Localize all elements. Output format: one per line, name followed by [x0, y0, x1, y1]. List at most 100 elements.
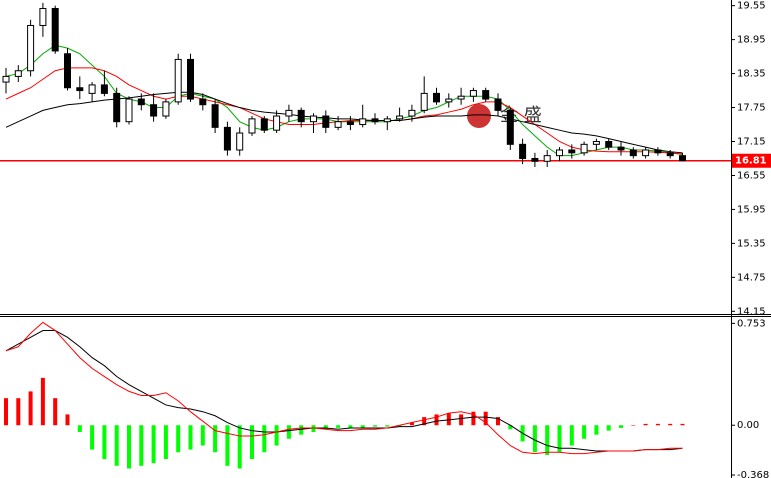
- price-label-box: [732, 153, 771, 168]
- candle-body: [654, 149, 662, 154]
- histogram-bar: [237, 425, 242, 469]
- histogram-bar: [213, 425, 218, 453]
- histogram-bar: [655, 423, 660, 426]
- y-tick-label: -0.368: [737, 470, 769, 478]
- histogram-bar: [299, 425, 304, 435]
- candle-body: [371, 118, 379, 123]
- candle-body: [629, 149, 637, 157]
- histogram-bar: [250, 425, 254, 460]
- candle-body: [445, 98, 453, 103]
- candle-body: [519, 143, 527, 159]
- histogram-bar: [139, 425, 144, 466]
- candle-body: [297, 109, 305, 123]
- candle-body: [642, 149, 650, 157]
- histogram-bar: [668, 423, 673, 426]
- candle-body: [125, 98, 133, 123]
- candle-body: [617, 146, 625, 151]
- candle-body: [506, 109, 514, 145]
- histogram-bar: [348, 425, 353, 428]
- y-tick-label: 15.35: [737, 238, 766, 249]
- indicator-line: [5, 91, 683, 154]
- candle-body: [174, 58, 182, 103]
- histogram-bar: [619, 425, 623, 428]
- candle-body: [187, 58, 194, 100]
- histogram-bar: [336, 425, 341, 428]
- histogram-bar: [397, 425, 402, 427]
- candle-body: [383, 118, 391, 123]
- candle-body: [162, 101, 170, 117]
- candle-body: [273, 115, 281, 131]
- histogram-bar: [77, 425, 82, 432]
- histogram-bar: [114, 425, 119, 466]
- y-tick-label: 0.00: [737, 420, 759, 431]
- histogram-bar: [225, 425, 230, 466]
- candle-body: [580, 143, 588, 154]
- candle-body: [39, 7, 47, 26]
- candle-body: [14, 70, 22, 77]
- candle-body: [556, 149, 563, 157]
- candle-body: [396, 115, 404, 120]
- candle-body: [248, 118, 256, 134]
- histogram-bar: [532, 425, 537, 453]
- histogram-bar: [569, 425, 574, 446]
- histogram-bar: [557, 425, 562, 453]
- price-label: 16.81: [735, 156, 767, 167]
- histogram-bar: [385, 425, 390, 427]
- histogram-bar: [631, 425, 636, 426]
- histogram-bar: [496, 417, 500, 426]
- histogram-bar: [508, 425, 513, 430]
- candle-body: [76, 87, 84, 92]
- histogram-bar: [483, 411, 488, 426]
- histogram-bar: [262, 425, 267, 453]
- logo: [467, 104, 491, 128]
- candle-body: [236, 132, 244, 151]
- candle-body: [150, 104, 158, 117]
- histogram-bar: [434, 414, 439, 426]
- indicator-line: [5, 330, 683, 452]
- candle-body: [285, 109, 293, 117]
- histogram-bar: [65, 414, 70, 426]
- y-tick-label: 16.55: [737, 170, 766, 181]
- indicator-line: [5, 44, 683, 157]
- candle-body: [408, 109, 416, 117]
- candle-body: [334, 121, 342, 128]
- candle-body: [494, 98, 502, 111]
- candle-body: [2, 75, 10, 83]
- candle-body: [531, 157, 539, 162]
- candle-body: [322, 115, 330, 128]
- histogram-bar: [102, 425, 107, 460]
- histogram-bar: [16, 398, 21, 426]
- candle-body: [482, 90, 490, 100]
- histogram-bar: [422, 417, 427, 426]
- y-tick-label: 18.35: [737, 69, 766, 80]
- histogram-bar: [594, 425, 599, 435]
- y-tick-label: 17.75: [737, 103, 766, 114]
- candle-body: [420, 92, 428, 111]
- histogram-bar: [360, 425, 365, 428]
- candle-body: [543, 155, 551, 162]
- candle-body: [64, 53, 71, 89]
- histogram-bar: [545, 425, 550, 455]
- indicator-line: [5, 67, 683, 155]
- indicator-line: [5, 321, 683, 455]
- y-tick-label: 18.95: [737, 35, 766, 46]
- y-tick-label: 14.75: [737, 272, 766, 283]
- candle-body: [260, 118, 268, 131]
- candle-body: [346, 121, 354, 126]
- histogram-bar: [373, 425, 377, 427]
- candle-body: [137, 98, 145, 106]
- histogram-bar: [151, 425, 156, 464]
- candle-body: [51, 7, 59, 52]
- histogram-bar: [606, 425, 611, 431]
- histogram-bar: [163, 425, 168, 460]
- histogram-bar: [200, 425, 205, 446]
- y-tick-label: 14.15: [737, 306, 766, 317]
- candle-body: [310, 115, 317, 123]
- y-tick-label: 15.95: [737, 204, 766, 215]
- histogram-bar: [176, 425, 181, 453]
- histogram-bar: [4, 398, 8, 426]
- candle-body: [457, 95, 465, 100]
- y-tick-label: 19.55: [737, 1, 766, 12]
- histogram-bar: [323, 425, 328, 430]
- candle-body: [113, 92, 121, 123]
